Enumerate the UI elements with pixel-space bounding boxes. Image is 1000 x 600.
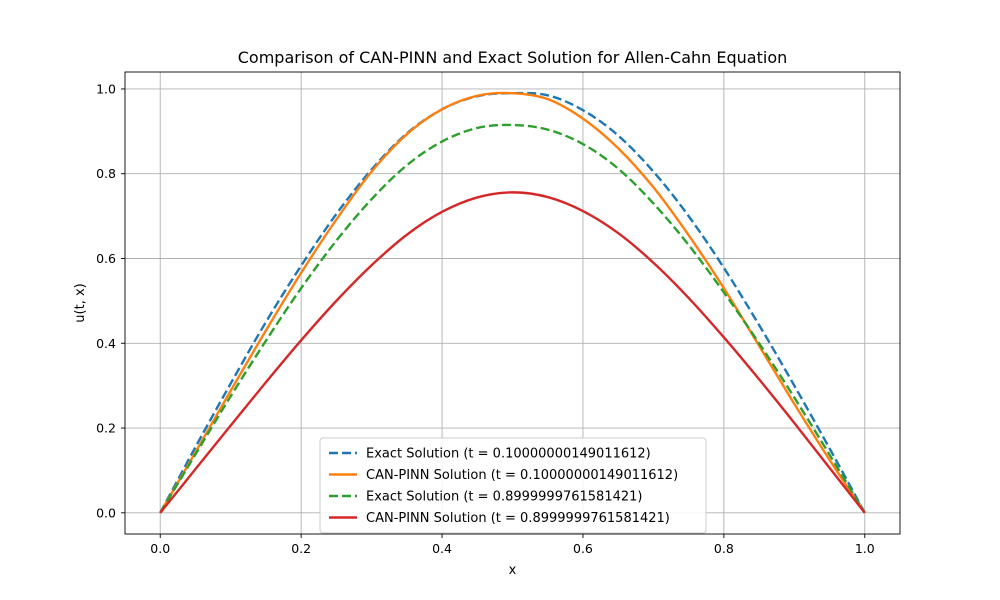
legend-entry-label: CAN-PINN Solution (t = 0.100000001490116… <box>366 468 678 483</box>
y-tick-label: 0.8 <box>96 166 116 181</box>
x-tick-label: 0.4 <box>432 541 452 556</box>
y-tick-label: 0.0 <box>96 505 116 520</box>
legend-box <box>319 437 707 534</box>
legend-entry-label: Exact Solution (t = 0.10000000149011612) <box>366 447 651 462</box>
y-tick-label: 0.6 <box>96 251 116 266</box>
series-lines <box>159 91 866 514</box>
x-axis-label: x <box>509 563 517 578</box>
y-axis-label: u(t, x) <box>73 283 88 322</box>
chart-title: Comparison of CAN-PINN and Exact Solutio… <box>238 48 788 67</box>
plot-frame <box>124 71 901 535</box>
x-tick-label: 0.8 <box>714 541 734 556</box>
x-tick-label: 0.0 <box>150 541 170 556</box>
y-tick-label: 1.0 <box>96 81 116 96</box>
series-line-4 <box>159 191 866 514</box>
grid <box>125 72 900 534</box>
legend-entry-label: Exact Solution (t = 0.8999999761581421) <box>366 490 642 505</box>
x-tick-label: 1.0 <box>855 541 875 556</box>
legend: Exact Solution (t = 0.10000000149011612)… <box>319 437 707 534</box>
axis-ticks: 0.0 0.2 0.4 0.6 0.8 1.0 0.0 0.2 0.4 0.6 0.8 1.0 <box>96 81 875 556</box>
x-tick-label: 0.6 <box>573 541 593 556</box>
series-line-1 <box>159 91 866 514</box>
y-tick-label: 0.2 <box>96 421 116 436</box>
y-tick-label: 0.4 <box>96 336 116 351</box>
legend-entry-label: CAN-PINN Solution (t = 0.899999976158142… <box>366 511 670 526</box>
x-tick-label: 0.2 <box>291 541 311 556</box>
